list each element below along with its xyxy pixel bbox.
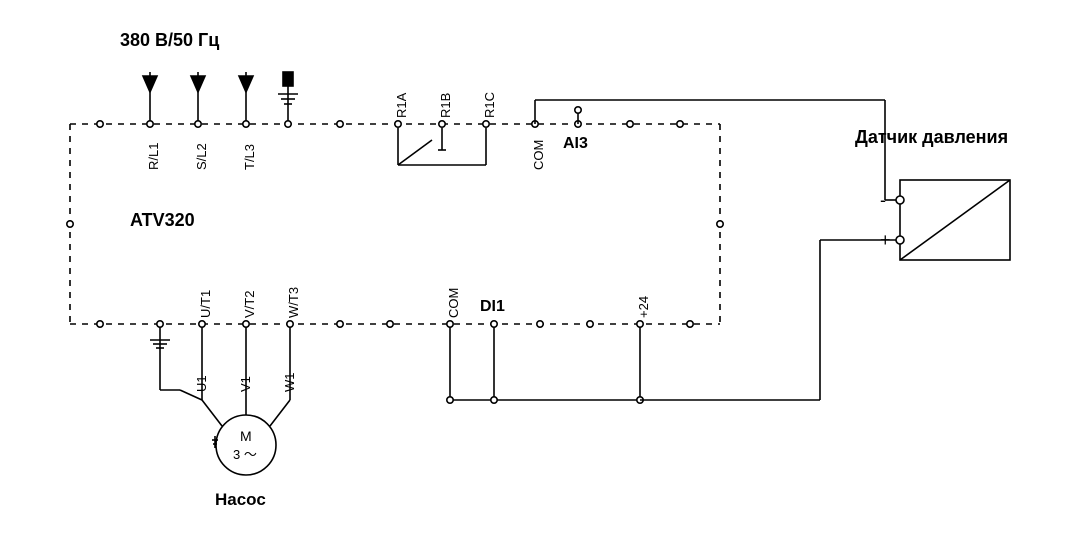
label-com-bot: COM	[446, 288, 461, 318]
label-r1c: R1C	[482, 92, 497, 118]
label-ai3: AI3	[563, 135, 588, 153]
label-di1: DI1	[480, 298, 505, 316]
label-v1: V1	[238, 376, 253, 392]
label-ut1: U/T1	[198, 290, 213, 318]
label-r1a: R1A	[394, 93, 409, 118]
label-r1b: R1B	[438, 93, 453, 118]
label-com-top: COM	[531, 140, 546, 170]
label-motor-m: M	[240, 428, 252, 444]
label-device: ATV320	[130, 210, 195, 231]
label-sensor-minus: -	[880, 190, 886, 211]
label-sensor-plus: +	[880, 230, 891, 251]
label-wt3: W/T3	[286, 287, 301, 318]
label-rl1: R/L1	[146, 143, 161, 170]
wiring-diagram: 380 В/50 Гц ATV320 Насос Датчик давления…	[0, 0, 1071, 549]
label-p24: +24	[636, 296, 651, 318]
diagram-svg	[0, 0, 1071, 549]
label-tl3: T/L3	[242, 144, 257, 170]
label-u1: U1	[194, 375, 209, 392]
label-sensor-title: Датчик давления	[855, 127, 1008, 148]
label-sl2: S/L2	[194, 143, 209, 170]
label-w1: W1	[282, 373, 297, 393]
label-vt2: V/T2	[242, 291, 257, 318]
label-power-supply: 380 В/50 Гц	[120, 30, 219, 51]
label-pump: Насос	[215, 490, 266, 510]
label-motor-3: 3 ～	[233, 444, 257, 463]
